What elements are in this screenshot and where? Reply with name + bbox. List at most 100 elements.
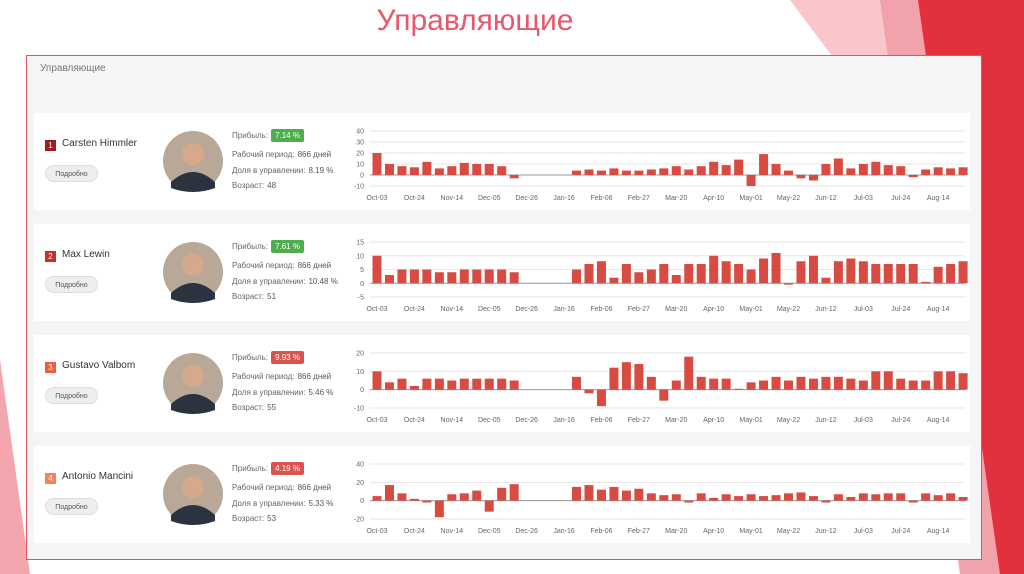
bar xyxy=(397,166,407,175)
bar xyxy=(883,165,893,175)
x-tick-label: Feb-27 xyxy=(628,417,650,424)
info-label: Доля в управлении: xyxy=(232,166,306,175)
bar xyxy=(684,500,694,503)
manager-name: Antonio Mancini xyxy=(62,471,134,482)
x-tick-label: Nov-14 xyxy=(441,528,464,535)
x-tick-label: Aug-14 xyxy=(927,417,950,424)
bar-chart: -20 0 20 40 Oct-03 Oct-24 Nov-14 Dec-05 Dec-26 Ja… xyxy=(354,462,968,535)
info-label: Доля в управлении: xyxy=(232,388,306,397)
info-row: Рабочий период: 866 дней xyxy=(232,483,331,492)
info-row: Доля в управлении: 10.48 % xyxy=(232,277,338,286)
y-tick-label: 10 xyxy=(356,162,364,169)
info-label: Прибыль: xyxy=(232,242,269,251)
bar xyxy=(596,170,606,175)
x-tick-label: Aug-14 xyxy=(927,306,950,313)
details-button[interactable]: Подробно xyxy=(45,165,98,182)
info-label: Рабочий период: xyxy=(232,150,295,159)
manager-card: 2 Max Lewin Подробно Прибыль: 7.61 % Рабочий … xyxy=(34,224,970,321)
bar xyxy=(759,496,769,501)
info-value: 10.48 % xyxy=(308,277,338,286)
bar-chart: -10 0 10 20 30 40 Oct-03 Oct-24 Nov-14 Dec-05 Dec-… xyxy=(354,129,968,202)
x-tick-label: Jul-24 xyxy=(891,417,910,424)
bar xyxy=(372,496,382,501)
bar xyxy=(497,487,507,501)
rank-badge: 2 xyxy=(45,251,56,262)
bar xyxy=(384,275,394,284)
x-tick-label: May-01 xyxy=(739,195,762,202)
bar xyxy=(509,484,519,501)
bar xyxy=(796,261,806,284)
manager-card: 1 Carsten Himmler Подробно Прибыль: 7.14 % Ра… xyxy=(34,113,970,210)
x-tick-label: Jan-16 xyxy=(553,306,575,313)
info-value: 5.46 % xyxy=(308,388,334,397)
info-value: 866 дней xyxy=(297,261,332,270)
bar xyxy=(784,283,794,285)
info-row: Прибыль: 7.61 % xyxy=(232,240,304,253)
bar xyxy=(609,168,619,175)
bar xyxy=(721,494,731,501)
bar xyxy=(821,376,831,390)
details-button[interactable]: Подробно xyxy=(45,387,98,404)
x-tick-label: May-01 xyxy=(739,528,762,535)
info-row: Возраст: 55 xyxy=(232,403,276,412)
x-tick-label: Apr-10 xyxy=(703,195,724,202)
info-row: Прибыль: 9.93 % xyxy=(232,351,304,364)
info-value: 48 xyxy=(267,181,277,190)
bar xyxy=(484,269,494,284)
bar xyxy=(908,264,918,284)
info-label: Возраст: xyxy=(232,514,265,523)
bar-chart: -10 0 10 20 Oct-03 Oct-24 Nov-14 Dec-05 Dec-26 Ja… xyxy=(354,351,968,424)
bar xyxy=(808,378,818,390)
bar xyxy=(883,493,893,501)
bar xyxy=(958,167,968,175)
bar xyxy=(858,380,868,390)
bar xyxy=(721,261,731,284)
bar xyxy=(572,376,582,390)
details-button[interactable]: Подробно xyxy=(45,498,98,515)
bar xyxy=(696,166,706,175)
bar xyxy=(696,264,706,284)
bar-chart: -5 0 5 10 15 Oct-03 Oct-24 Nov-14 Dec-05 Dec-26 Ja… xyxy=(356,240,968,313)
bar xyxy=(646,493,656,501)
y-tick-label: 5 xyxy=(360,267,364,274)
bar xyxy=(472,378,482,390)
bar xyxy=(684,169,694,175)
avatar-body xyxy=(171,505,215,525)
bar xyxy=(833,158,843,175)
bar xyxy=(409,269,419,284)
x-tick-label: May-22 xyxy=(777,417,800,424)
bar xyxy=(858,493,868,501)
bar xyxy=(684,264,694,284)
x-tick-label: Oct-24 xyxy=(404,528,425,535)
bar xyxy=(634,488,644,501)
bar xyxy=(422,500,432,503)
details-button[interactable]: Подробно xyxy=(45,276,98,293)
x-tick-label: Nov-14 xyxy=(441,195,464,202)
bar xyxy=(596,261,606,284)
info-label: Возраст: xyxy=(232,403,265,412)
manager-name: Carsten Himmler xyxy=(62,138,138,149)
bar xyxy=(746,494,756,501)
info-value: 866 дней xyxy=(297,372,332,381)
avatar-head xyxy=(182,143,204,165)
info-row: Прибыль: 4.19 % xyxy=(232,462,304,475)
x-tick-label: Nov-14 xyxy=(441,306,464,313)
bar xyxy=(908,175,918,178)
bar xyxy=(584,389,594,394)
x-tick-label: Oct-03 xyxy=(366,306,387,313)
x-tick-label: Feb-27 xyxy=(628,528,650,535)
y-tick-label: 10 xyxy=(356,253,364,260)
bar xyxy=(784,493,794,501)
bar xyxy=(808,175,818,181)
bar xyxy=(609,277,619,284)
x-tick-label: Jun-12 xyxy=(815,306,837,313)
bar xyxy=(447,166,457,175)
bar xyxy=(896,166,906,175)
info-row: Доля в управлении: 5.33 % xyxy=(232,499,333,508)
bar xyxy=(584,485,594,501)
bar xyxy=(921,493,931,501)
x-tick-label: May-22 xyxy=(777,306,800,313)
info-value: 866 дней xyxy=(297,150,332,159)
bar xyxy=(833,261,843,284)
